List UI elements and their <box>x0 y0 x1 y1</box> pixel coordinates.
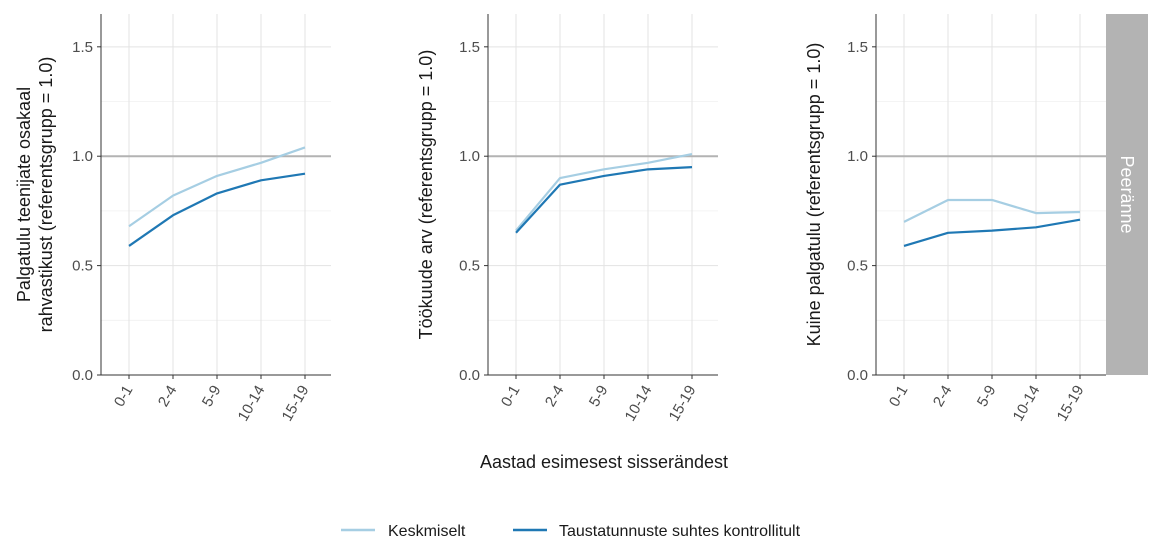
x-tick-label: 0-1 <box>498 383 524 410</box>
x-tick-label: 10-14 <box>622 383 656 425</box>
x-tick-label: 5-9 <box>974 383 1000 410</box>
legend-label-kontrollitult: Taustatunnuste suhtes kontrollitult <box>559 523 801 540</box>
series-line-kontrollitult <box>515 166 693 234</box>
series-line-keskmiselt <box>128 146 306 228</box>
x-tick-label: 15-19 <box>666 383 700 425</box>
legend: Keskmiselt Taustatunnuste suhtes kontrol… <box>341 523 801 540</box>
y-axis-title: Kuine palgatulu (referentsgrupp = 1.0) <box>804 43 824 347</box>
x-tick-label: 0-1 <box>886 383 912 410</box>
x-tick-label: 2-4 <box>542 383 568 410</box>
x-tick-label: 10-14 <box>235 383 269 425</box>
series-line-keskmiselt <box>515 152 693 232</box>
x-tick-label: 10-14 <box>1010 383 1044 425</box>
y-tick-label: 1.0 <box>72 148 93 165</box>
x-tick-label: 5-9 <box>199 383 225 410</box>
panel-1: 0.0 0.5 1.0 1.5 0-1 2-4 5-9 10-14 15-19 Palgatulu… <box>14 14 331 424</box>
y-tick-label: 1.5 <box>459 39 480 56</box>
x-tick-label: 0-1 <box>111 383 137 410</box>
panel-3: 0.0 0.5 1.0 1.5 0-1 2-4 5-9 10-14 15-19 Kuine pal… <box>804 14 1106 424</box>
y-tick-label: 0.5 <box>72 258 93 275</box>
y-axis-title: rahvastikust (referentsgrupp = 1.0) <box>36 57 56 333</box>
y-tick-label: 1.0 <box>459 148 480 165</box>
x-tick-label: 2-4 <box>155 383 181 410</box>
y-tick-label: 0.5 <box>459 258 480 275</box>
y-tick-label: 1.5 <box>72 39 93 56</box>
x-tick-label: 15-19 <box>1054 383 1088 425</box>
series-line-kontrollitult <box>128 172 306 247</box>
series-line-kontrollitult <box>903 218 1081 247</box>
y-axis-title: Töökuude arv (referentsgrupp = 1.0) <box>416 50 436 340</box>
x-tick-label: 15-19 <box>279 383 313 425</box>
y-tick-label: 1.0 <box>847 148 868 165</box>
series-line-keskmiselt <box>903 198 1081 223</box>
facet-strip: Peeränne <box>1106 14 1148 375</box>
x-axis-title: Aastad esimesest sisserändest <box>480 452 728 472</box>
y-tick-label: 0.0 <box>72 367 93 384</box>
facet-strip-background <box>1106 14 1148 375</box>
legend-label-keskmiselt: Keskmiselt <box>388 523 466 540</box>
facet-strip-label: Peeränne <box>1117 155 1137 233</box>
y-tick-label: 1.5 <box>847 39 868 56</box>
panels-layer: 0.0 0.5 1.0 1.5 0-1 2-4 5-9 10-14 15-19 Palgatulu… <box>14 14 1148 424</box>
panel-2: 0.0 0.5 1.0 1.5 0-1 2-4 5-9 10-14 15-19 Töökuude … <box>416 14 718 424</box>
x-tick-label: 5-9 <box>586 383 612 410</box>
y-tick-label: 0.5 <box>847 258 868 275</box>
y-tick-label: 0.0 <box>847 367 868 384</box>
x-tick-label: 2-4 <box>930 383 956 410</box>
y-axis-title: Palgatulu teenijate osakaal <box>14 87 34 302</box>
y-tick-label: 0.0 <box>459 367 480 384</box>
